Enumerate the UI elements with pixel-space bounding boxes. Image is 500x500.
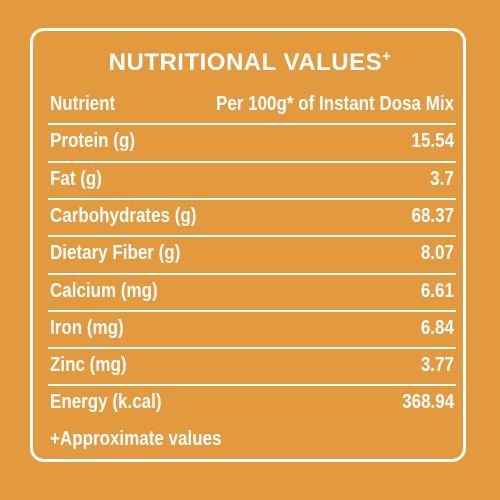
row-divider xyxy=(48,123,456,126)
row-divider xyxy=(48,309,456,312)
nutrient-value: 3.77 xyxy=(420,354,454,377)
nutrient-value: 368.94 xyxy=(402,391,454,414)
title-mark: + xyxy=(382,48,392,65)
nutrient-name: Carbohydrates (g) xyxy=(50,204,197,227)
nutrient-name: Iron (mg) xyxy=(50,316,124,339)
nutrient-value: 8.07 xyxy=(420,242,454,265)
nutrient-value: 6.61 xyxy=(420,279,454,302)
footnote: +Approximate values xyxy=(50,427,222,450)
title-text: NUTRITIONAL VALUES xyxy=(108,49,383,76)
nutrient-value: 6.84 xyxy=(420,316,454,339)
nutrient-name: Zinc (mg) xyxy=(50,354,127,377)
title: NUTRITIONAL VALUES+ xyxy=(0,48,500,77)
row-divider xyxy=(48,235,456,238)
header-cell: Nutrient xyxy=(50,93,116,115)
nutrient-value: 3.7 xyxy=(430,167,454,190)
row-divider xyxy=(48,384,456,387)
row-divider xyxy=(48,197,456,200)
nutrient-value: 15.54 xyxy=(411,130,454,153)
row-divider xyxy=(48,347,456,350)
nutrient-value: 68.37 xyxy=(411,204,454,227)
nutrient-name: Calcium (mg) xyxy=(50,279,158,302)
nutrient-name: Fat (g) xyxy=(50,167,102,190)
row-divider xyxy=(48,160,456,163)
header-cell: Per 100g* of Instant Dosa Mix xyxy=(215,93,454,115)
frame xyxy=(30,28,466,462)
nutrient-name: Dietary Fiber (g) xyxy=(50,242,181,265)
nutrient-name: Energy (k.cal) xyxy=(50,391,162,414)
row-divider xyxy=(48,272,456,275)
nutrient-name: Protein (g) xyxy=(50,130,135,153)
